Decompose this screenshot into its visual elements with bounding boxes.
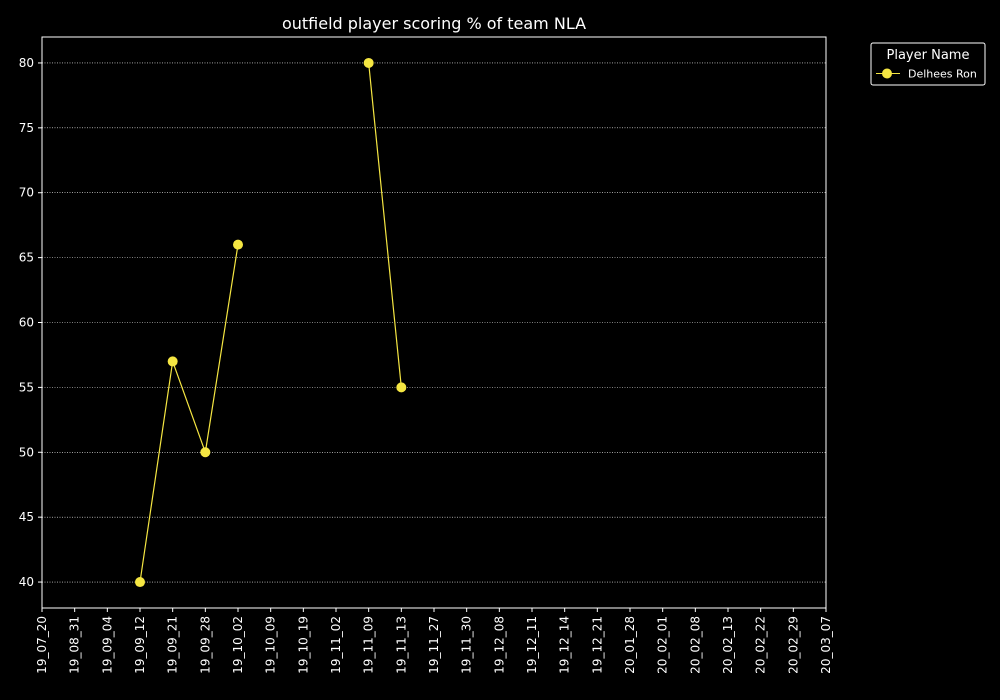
y-tick-label: 60 <box>19 316 34 330</box>
x-tick-label: 20_02_13 <box>721 616 735 674</box>
grid-lines <box>42 62 826 583</box>
y-tick-label: 70 <box>19 186 34 200</box>
x-tick-label: 19_09_21 <box>166 616 180 674</box>
x-tick-label: 19_10_09 <box>264 616 278 674</box>
series-layer <box>135 57 407 588</box>
x-tick-label: 20_01_28 <box>623 616 637 674</box>
legend-entry-label: Delhees Ron <box>908 68 977 81</box>
legend-title: Player Name <box>887 48 970 63</box>
x-tick-label: 20_02_22 <box>754 616 768 674</box>
legend-frame <box>870 42 986 86</box>
y-tick-label: 45 <box>19 510 34 524</box>
series-line <box>368 62 402 388</box>
chart-title: outfield player scoring % of team NLA <box>282 14 586 33</box>
x-tick-label: 19_09_04 <box>100 616 114 674</box>
x-tick-label: 19_12_08 <box>492 616 506 674</box>
x-tick-label: 19_10_19 <box>296 616 310 674</box>
x-tick-label: 19_12_11 <box>525 616 539 674</box>
data-point <box>200 447 211 458</box>
axes: 40 45 50 55 60 65 70 75 80 19_07_20 19_08_31 19_09_… <box>19 36 833 674</box>
x-tick-label: 19_11_27 <box>427 616 441 674</box>
x-tick-label: 19_09_28 <box>198 616 212 674</box>
x-tick-label: 20_02_01 <box>656 616 670 674</box>
x-tick-label: 19_12_21 <box>590 616 604 674</box>
series-line <box>139 244 239 583</box>
x-tick-label: 19_12_14 <box>558 616 572 674</box>
x-tick-label: 19_10_02 <box>231 616 245 674</box>
y-tick-label: 75 <box>19 121 34 135</box>
x-tick-label: 19_11_09 <box>362 616 376 674</box>
x-tick-label: 20_02_29 <box>786 616 800 674</box>
x-tick-label: 19_11_30 <box>460 616 474 674</box>
x-tick-label: 19_11_13 <box>394 616 408 674</box>
x-tick-label: 20_03_07 <box>819 616 833 674</box>
x-tick-label: 19_08_31 <box>68 616 82 674</box>
legend: Player Name Delhees Ron <box>870 42 986 86</box>
data-point <box>167 356 178 367</box>
legend-point-marker <box>882 68 892 79</box>
y-tick-label: 55 <box>19 380 34 394</box>
y-tick-label: 80 <box>19 56 34 70</box>
x-tick-label: 19_11_02 <box>329 616 343 674</box>
data-point <box>135 577 145 588</box>
data-point <box>396 382 407 393</box>
y-tick-label: 40 <box>19 575 34 589</box>
data-point <box>363 57 374 68</box>
x-tick-label: 19_07_20 <box>35 616 49 674</box>
y-tick-label: 65 <box>19 251 34 265</box>
y-tick-label: 50 <box>19 445 34 459</box>
x-tick-label: 19_09_12 <box>133 616 147 674</box>
data-point <box>233 239 243 250</box>
x-tick-label: 20_02_08 <box>688 616 702 674</box>
